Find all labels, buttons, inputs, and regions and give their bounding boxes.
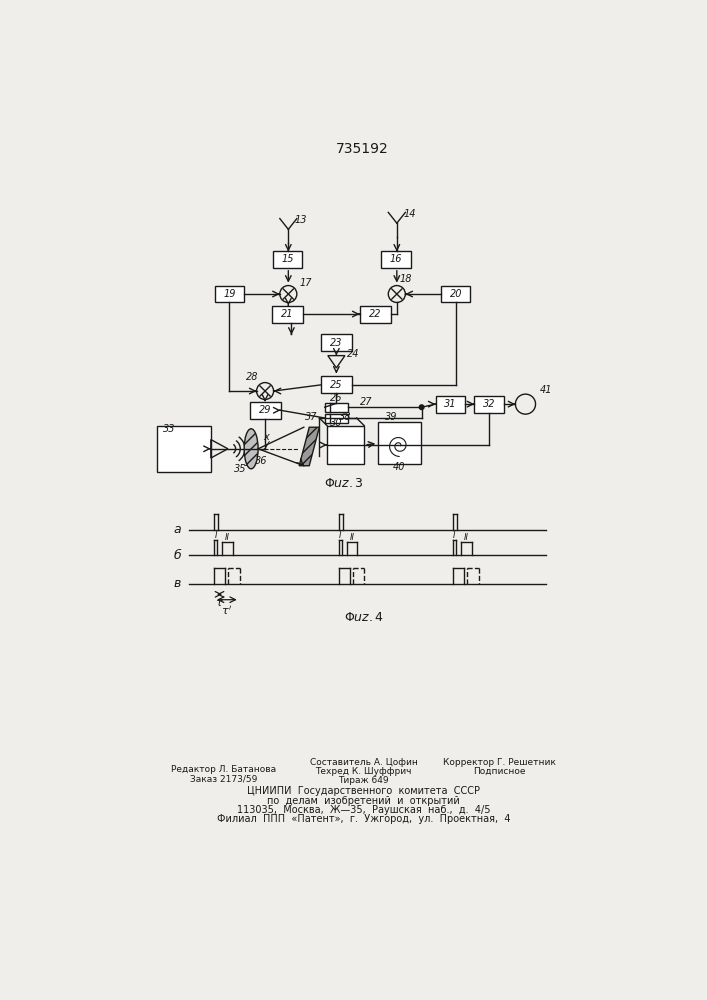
Text: по  делам  изобретений  и  открытий: по делам изобретений и открытий: [267, 796, 460, 806]
Text: 41: 41: [539, 385, 552, 395]
Text: 30: 30: [330, 418, 343, 428]
Text: 29: 29: [259, 405, 271, 415]
Text: Заказ 2173/59: Заказ 2173/59: [190, 775, 257, 784]
Text: 35: 35: [234, 464, 247, 474]
Text: 27: 27: [360, 397, 372, 407]
Text: II: II: [225, 533, 230, 542]
Bar: [360, 306, 391, 323]
Text: y: y: [264, 439, 269, 449]
Text: 17: 17: [299, 278, 312, 288]
Text: 38: 38: [339, 412, 352, 422]
Text: 15: 15: [281, 254, 294, 264]
Text: 14: 14: [403, 209, 416, 219]
Text: 33: 33: [163, 424, 175, 434]
Text: I: I: [453, 531, 456, 540]
Text: 22: 22: [369, 309, 381, 319]
Text: 40: 40: [393, 462, 405, 472]
Text: $\tau'$: $\tau'$: [221, 604, 232, 617]
Bar: [381, 251, 411, 268]
Text: 39: 39: [385, 412, 397, 422]
Text: 37: 37: [305, 412, 318, 422]
Bar: [273, 251, 303, 268]
Text: 24: 24: [347, 349, 360, 359]
Bar: [325, 403, 348, 412]
Text: a: a: [174, 523, 182, 536]
Text: 735192: 735192: [336, 142, 388, 156]
Text: Корректор Г. Решетник: Корректор Г. Решетник: [443, 758, 556, 767]
Text: 18: 18: [399, 274, 411, 284]
Circle shape: [419, 405, 424, 410]
Text: 23: 23: [330, 338, 343, 348]
Text: $\mathit{\Phi u z. 4}$: $\mathit{\Phi u z. 4}$: [344, 611, 383, 624]
Bar: [156, 426, 211, 472]
Text: Филиал  ППП  «Патент»,  г.  Ужгород,  ул.  Проектная,  4: Филиал ППП «Патент», г. Ужгород, ул. Про…: [217, 814, 510, 824]
Text: 26: 26: [330, 393, 343, 403]
Bar: [272, 306, 303, 323]
Text: 25: 25: [330, 380, 343, 390]
Text: б: б: [174, 549, 182, 562]
Text: 34: 34: [244, 458, 257, 468]
Text: Техред К. Шуффрич: Техред К. Шуффрич: [315, 767, 411, 776]
Text: 32: 32: [483, 399, 496, 409]
Text: 31: 31: [444, 399, 457, 409]
Text: II: II: [464, 533, 469, 542]
Polygon shape: [299, 427, 320, 466]
Text: Подписное: Подписное: [473, 767, 525, 776]
Text: в: в: [174, 577, 182, 590]
Text: Редактор Л. Батанова: Редактор Л. Батанова: [171, 765, 276, 774]
Bar: [378, 422, 421, 464]
Bar: [321, 376, 352, 393]
Text: 21: 21: [281, 309, 294, 319]
Text: 113035,  Москва,  Ж—35,  Раушская  наб.,  д.  4/5: 113035, Москва, Ж—35, Раушская наб., д. …: [237, 805, 490, 815]
Bar: [321, 334, 352, 351]
Text: II: II: [349, 533, 354, 542]
Bar: [327, 426, 364, 464]
Text: I: I: [339, 531, 341, 540]
Bar: [474, 396, 504, 413]
Text: 13: 13: [295, 215, 307, 225]
Ellipse shape: [244, 429, 258, 469]
Text: 28: 28: [246, 372, 258, 382]
Text: Составитель А. Цофин: Составитель А. Цофин: [310, 758, 417, 767]
Text: ЦНИИПИ  Государственного  комитета  СССР: ЦНИИПИ Государственного комитета СССР: [247, 786, 480, 796]
Bar: [215, 286, 244, 302]
Text: x: x: [264, 432, 269, 442]
Bar: [325, 414, 348, 423]
Bar: [436, 396, 465, 413]
Text: 16: 16: [390, 254, 402, 264]
Bar: [441, 286, 470, 302]
Text: $\tau$: $\tau$: [215, 598, 224, 608]
Text: 19: 19: [223, 289, 235, 299]
Text: Тираж 649: Тираж 649: [338, 776, 389, 785]
Text: 36: 36: [255, 456, 267, 466]
Bar: [250, 402, 281, 419]
Text: $\mathit{\Phi u z. 3}$: $\mathit{\Phi u z. 3}$: [325, 477, 364, 490]
Text: 20: 20: [450, 289, 462, 299]
Text: I: I: [214, 531, 217, 540]
